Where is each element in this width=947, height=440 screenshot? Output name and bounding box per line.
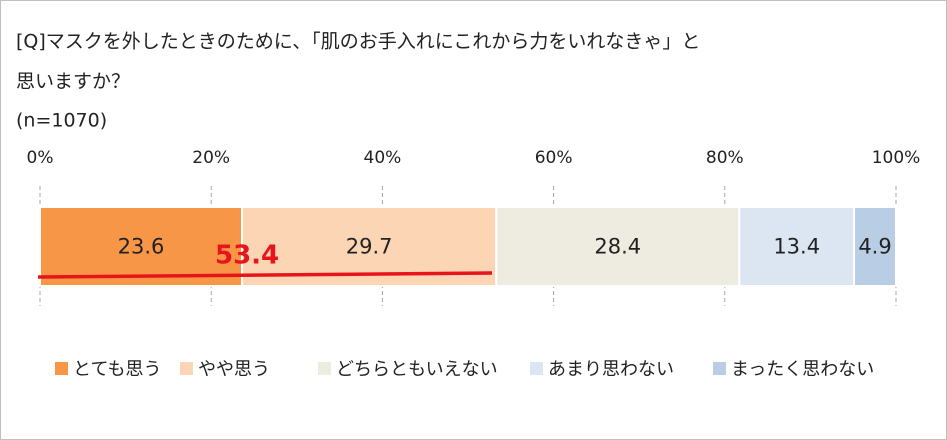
legend-swatch xyxy=(713,362,726,375)
chart-subtitle: (n=1070) xyxy=(16,110,107,132)
chart-title: 思いますか？ xyxy=(16,71,130,93)
x-tick-label: 40% xyxy=(364,148,402,168)
x-tick-label: 80% xyxy=(706,148,744,168)
x-tick-label: 100% xyxy=(872,148,921,168)
chart-title: [Q]マスクを外したときのために、「肌のお手入れにこれから力をいれなきゃ」と xyxy=(16,31,700,53)
legend-swatch xyxy=(318,362,331,375)
bar-segment xyxy=(495,206,741,287)
legend-label: やや思う xyxy=(198,359,270,380)
data-label: 28.4 xyxy=(594,235,641,259)
legend-label: あまり思わない xyxy=(548,359,674,380)
data-label: 23.6 xyxy=(118,235,165,259)
legend-swatch xyxy=(530,362,543,375)
legend-swatch xyxy=(55,362,68,375)
annotation: 53.4 xyxy=(215,241,279,271)
bar-segment xyxy=(39,206,244,287)
x-tick-label: 20% xyxy=(192,148,230,168)
bar-segment xyxy=(853,206,898,287)
highlight-underline xyxy=(37,271,493,279)
data-label: 13.4 xyxy=(773,235,820,259)
legend-label: まったく思わない xyxy=(731,359,874,380)
legend-swatch xyxy=(180,362,193,375)
legend-label: どちらともいえない xyxy=(336,359,498,380)
data-label: 29.7 xyxy=(346,235,393,259)
legend-label: とても思う xyxy=(73,359,162,380)
x-tick-label: 0% xyxy=(27,148,54,168)
data-label: 4.9 xyxy=(858,235,891,259)
x-tick-label: 60% xyxy=(535,148,573,168)
